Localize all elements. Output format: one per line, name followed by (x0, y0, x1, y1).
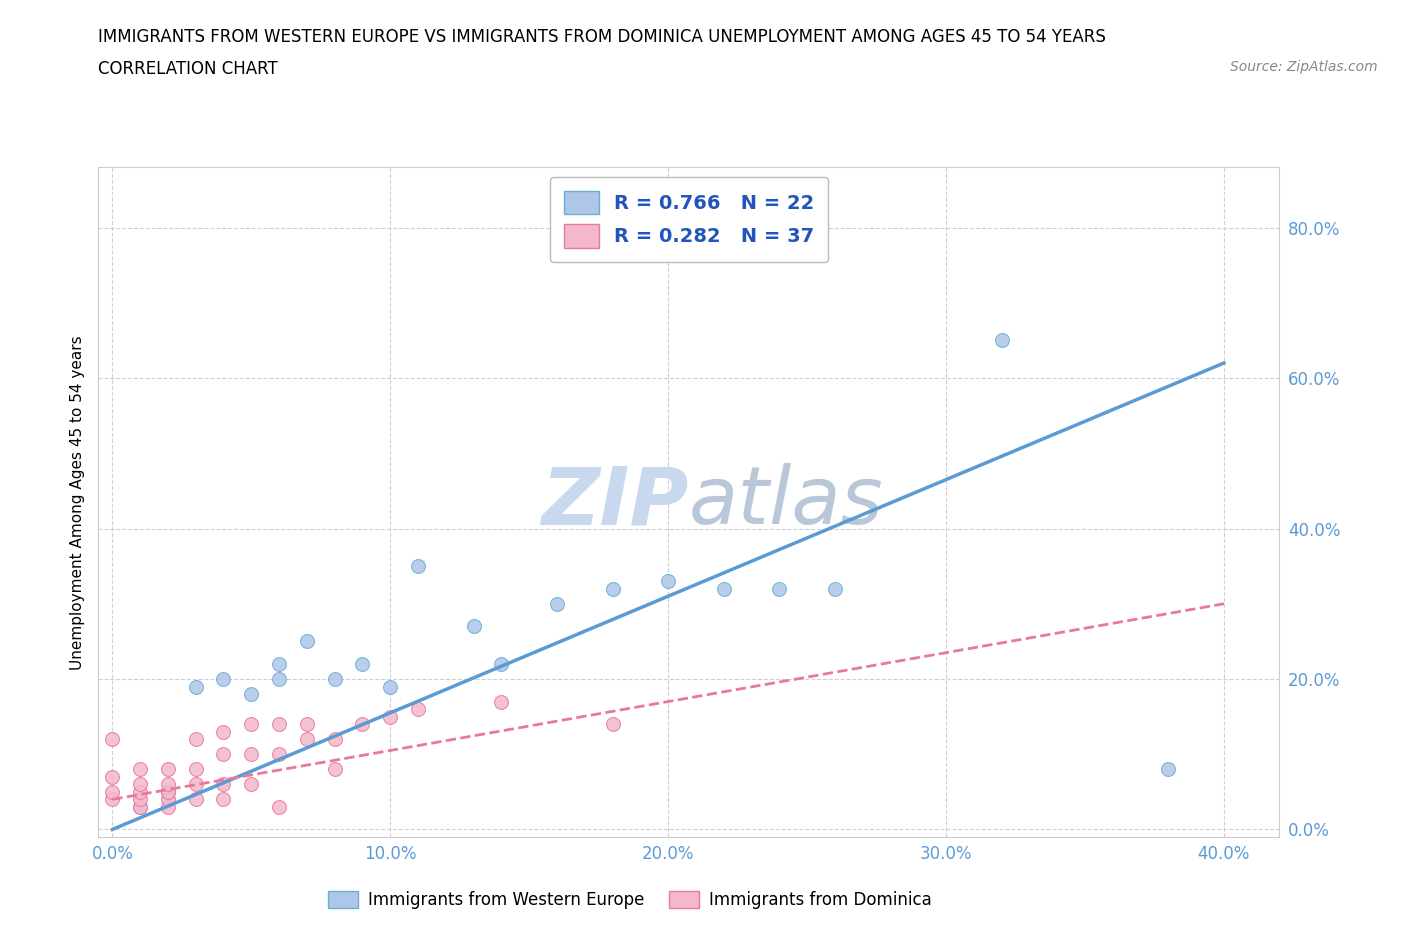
Point (101, 784, 124, 799)
Point (406, 701, 429, 716)
Point (184, 679, 207, 694)
Point (1157, 762, 1180, 777)
Point (602, 717, 624, 732)
Point (824, 581, 846, 596)
Point (295, 634, 318, 649)
Point (295, 732, 318, 747)
Point (267, 657, 290, 671)
Point (129, 792, 152, 807)
Point (184, 762, 207, 777)
Text: ZIP: ZIP (541, 463, 689, 541)
Point (602, 581, 624, 596)
Point (101, 732, 124, 747)
Point (267, 747, 290, 762)
Point (101, 769, 124, 784)
Point (267, 800, 290, 815)
Point (240, 747, 263, 762)
Point (546, 596, 568, 611)
Point (156, 762, 179, 777)
Point (212, 671, 235, 686)
Text: IMMIGRANTS FROM WESTERN EUROPE VS IMMIGRANTS FROM DOMINICA UNEMPLOYMENT AMONG AG: IMMIGRANTS FROM WESTERN EUROPE VS IMMIGR… (98, 28, 1107, 46)
Point (406, 559, 429, 574)
Point (212, 792, 235, 807)
Point (380, 679, 402, 694)
Point (713, 581, 735, 596)
Point (990, 333, 1012, 348)
Point (212, 747, 235, 762)
Point (129, 762, 152, 777)
Point (295, 717, 318, 732)
Text: atlas: atlas (689, 463, 884, 541)
Point (240, 686, 263, 701)
Y-axis label: Unemployment Among Ages 45 to 54 years: Unemployment Among Ages 45 to 54 years (69, 335, 84, 670)
Point (463, 618, 485, 633)
Text: CORRELATION CHART: CORRELATION CHART (98, 60, 278, 78)
Point (323, 671, 346, 686)
Point (240, 717, 263, 732)
Point (129, 800, 152, 815)
Point (212, 777, 235, 791)
Point (491, 694, 513, 709)
Point (129, 784, 152, 799)
Point (156, 777, 179, 791)
Point (156, 800, 179, 815)
Point (352, 657, 374, 671)
Point (267, 671, 290, 686)
Point (212, 724, 235, 739)
Text: Source: ZipAtlas.com: Source: ZipAtlas.com (1230, 60, 1378, 74)
Point (768, 581, 790, 596)
Point (156, 784, 179, 799)
Point (323, 732, 346, 747)
Point (129, 777, 152, 791)
Point (184, 732, 207, 747)
Point (352, 717, 374, 732)
Point (240, 777, 263, 791)
Point (101, 792, 124, 807)
Point (657, 574, 679, 589)
Point (184, 777, 207, 791)
Point (156, 792, 179, 807)
Point (267, 717, 290, 732)
Legend: Immigrants from Western Europe, Immigrants from Dominica: Immigrants from Western Europe, Immigran… (321, 884, 939, 916)
Point (380, 710, 402, 724)
Point (156, 784, 179, 799)
Point (491, 657, 513, 671)
Point (129, 800, 152, 815)
Point (184, 792, 207, 807)
Point (323, 762, 346, 777)
